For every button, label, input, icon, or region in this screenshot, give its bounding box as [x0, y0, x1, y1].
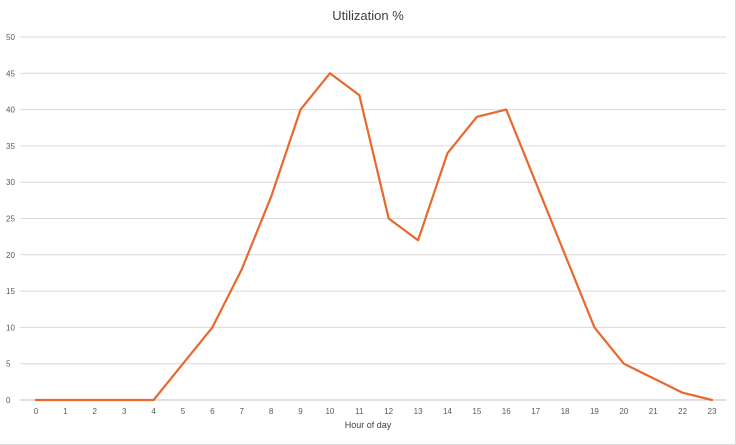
y-tick-label: 35 [6, 142, 15, 151]
y-tick-label: 50 [6, 33, 15, 42]
y-tick-label: 20 [6, 251, 15, 260]
x-tick-label: 13 [414, 407, 423, 416]
x-tick-label: 4 [151, 407, 156, 416]
x-tick-label: 7 [240, 407, 245, 416]
y-tick-label: 15 [6, 287, 15, 296]
y-tick-label: 10 [6, 323, 15, 332]
x-tick-label: 8 [269, 407, 274, 416]
x-tick-label: 11 [355, 407, 364, 416]
x-tick-label: 0 [34, 407, 39, 416]
y-tick-label: 40 [6, 106, 15, 115]
y-tick-label: 0 [6, 396, 11, 405]
x-tick-label: 17 [531, 407, 540, 416]
x-tick-label: 5 [181, 407, 186, 416]
y-tick-label: 30 [6, 178, 15, 187]
x-tick-label: 6 [210, 407, 215, 416]
x-axis-title: Hour of day [344, 420, 392, 430]
x-tick-label: 2 [93, 407, 98, 416]
x-tick-label: 3 [122, 407, 127, 416]
x-tick-label: 18 [561, 407, 570, 416]
x-tick-label: 20 [619, 407, 628, 416]
x-tick-label: 10 [325, 407, 334, 416]
x-tick-label: 9 [298, 407, 303, 416]
x-tick-label: 14 [443, 407, 452, 416]
x-tick-label: 15 [472, 407, 481, 416]
x-tick-label: 12 [384, 407, 393, 416]
y-tick-label: 25 [6, 215, 15, 224]
x-tick-label: 21 [649, 407, 658, 416]
x-tick-label: 23 [708, 407, 717, 416]
x-tick-label: 16 [502, 407, 511, 416]
chart-title: Utilization % [332, 8, 404, 23]
x-tick-label: 1 [63, 407, 68, 416]
y-tick-label: 45 [6, 69, 15, 78]
series-line [34, 72, 714, 402]
x-tick-label: 22 [678, 407, 687, 416]
y-tick-label: 5 [6, 360, 11, 369]
x-tick-label: 19 [590, 407, 599, 416]
